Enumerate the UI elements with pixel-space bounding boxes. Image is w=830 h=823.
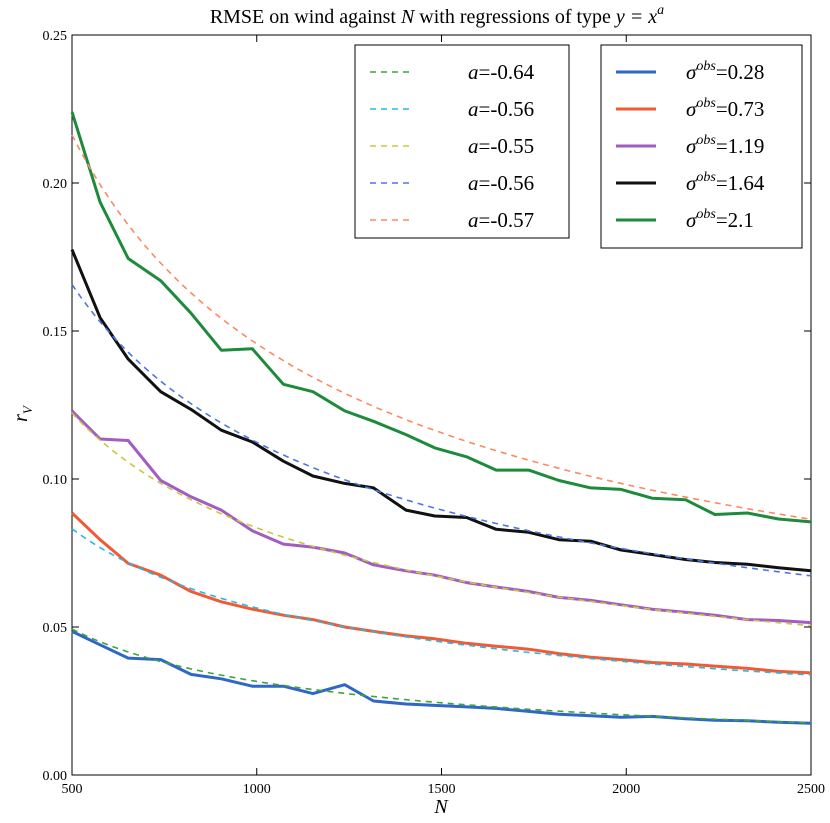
- title-n: N: [400, 6, 416, 28]
- y-tick-label-1: 0.05: [43, 621, 68, 636]
- chart-title: RMSE on wind against N with regressions …: [210, 3, 664, 28]
- series-legend-label-3: σobs=1.64: [686, 170, 765, 195]
- series-layer: [70, 111, 812, 725]
- fit-line-2: [71, 412, 812, 627]
- x-tick-label-2: 1500: [428, 782, 456, 797]
- series-line-1: [70, 511, 812, 675]
- y-tick-label-5: 0.25: [43, 29, 68, 44]
- y-label-base: r: [10, 414, 32, 422]
- series-legend-label-4: σobs=2.1: [686, 207, 754, 232]
- series-legend-label-1: σobs=0.73: [686, 96, 764, 121]
- series-line-2: [70, 409, 812, 625]
- fit-line-0: [71, 628, 812, 724]
- series-line-4: [70, 111, 812, 524]
- fit-legend-label-3: a=-0.56: [468, 171, 534, 195]
- legend-layer: a=-0.64 a=-0.56 a=-0.55 a=-0.56 a=-0.57 σobs=…: [370, 59, 765, 232]
- x-axis-label: N: [433, 796, 449, 818]
- fit-line-4: [71, 134, 812, 521]
- fit-legend-label-0: a=-0.64: [468, 60, 535, 84]
- series-legend-label-0: σobs=0.28: [686, 59, 764, 84]
- title-exp: a: [657, 3, 664, 18]
- fit-line-1: [71, 528, 812, 676]
- title-prefix: RMSE on wind against: [210, 6, 401, 28]
- y-tick-label-3: 0.15: [43, 325, 68, 340]
- y-tick-label-0: 0.00: [43, 769, 68, 784]
- fit-legend-label-4: a=-0.57: [468, 208, 534, 232]
- tick-layer: 500 1000 1500 2000 2500 0.00 0.05 0.10 0.15 0.20 0…: [43, 29, 826, 797]
- x-tick-label-1: 1000: [243, 782, 271, 797]
- y-label-sub: V: [20, 404, 35, 414]
- x-tick-label-3: 2000: [612, 782, 640, 797]
- fit-line-3: [71, 284, 812, 577]
- title-middle: with regressions of type: [414, 6, 616, 28]
- series-line-0: [71, 630, 812, 725]
- series-legend-label-2: σobs=1.19: [686, 133, 764, 158]
- y-tick-label-4: 0.20: [43, 177, 68, 192]
- title-formula: y = x: [614, 6, 657, 28]
- y-axis-label: rV: [10, 404, 35, 422]
- x-tick-label-0: 500: [62, 782, 83, 797]
- fit-legend-box: [354, 44, 570, 239]
- fit-legend-label-1: a=-0.56: [468, 97, 534, 121]
- series-line-3: [70, 249, 812, 573]
- fit-legend-label-2: a=-0.55: [468, 134, 534, 158]
- x-tick-label-4: 2500: [797, 782, 825, 797]
- y-tick-label-2: 0.10: [43, 473, 68, 488]
